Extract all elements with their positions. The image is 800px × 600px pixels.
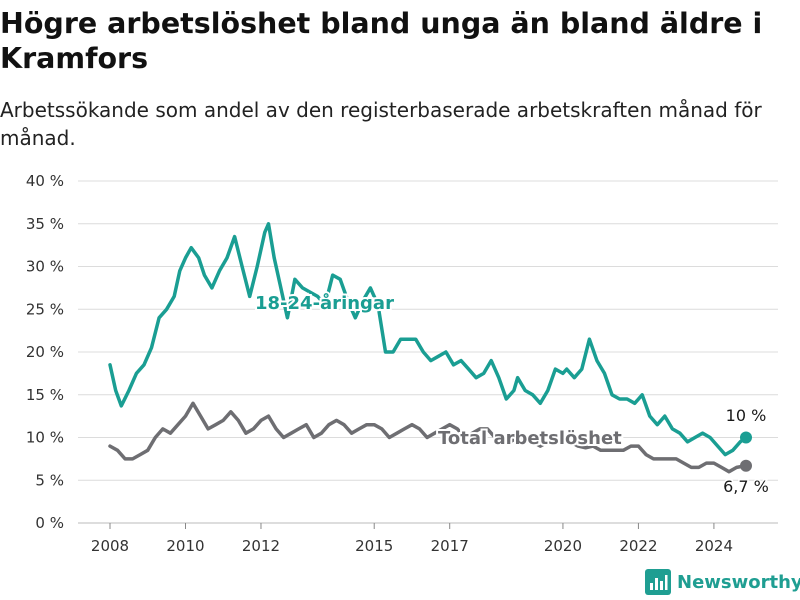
endpoint-youth <box>740 431 752 444</box>
y-tick-label: 5 % <box>35 471 64 489</box>
endpoint-total <box>740 459 752 472</box>
x-tick-label: 2022 <box>619 537 657 555</box>
x-tick-label: 2020 <box>544 537 582 555</box>
brand-name: Newsworthy <box>677 571 800 593</box>
newsworthy-icon <box>645 569 671 595</box>
series-line-total <box>108 401 748 474</box>
grid-lines <box>78 180 778 524</box>
end-value-total: 6,7 % <box>723 477 769 496</box>
x-tick-label: 2024 <box>695 537 733 555</box>
y-axis: 0 % 5 % 10 % 15 % 20 % 25 % 30 % 35 % 40 % <box>26 172 64 532</box>
y-tick-label: 15 % <box>26 386 64 404</box>
y-tick-label: 35 % <box>26 215 64 233</box>
x-tick-label: 2017 <box>431 537 469 555</box>
y-tick-label: 40 % <box>26 172 64 190</box>
x-tick-label: 2012 <box>242 537 280 555</box>
x-axis: 2008 2010 2012 2015 2017 2020 2022 2024 <box>91 523 733 555</box>
series-lines <box>108 222 752 474</box>
series-label-total: Total arbetslöshet <box>438 428 622 449</box>
x-tick-label: 2008 <box>91 537 129 555</box>
x-tick-label: 2015 <box>355 537 393 555</box>
series-line-youth <box>108 222 748 457</box>
y-tick-label: 30 % <box>26 258 64 276</box>
y-tick-label: 10 % <box>26 429 64 447</box>
series-labels: 18-24-åringar Total arbetslöshet 10 % 6,7 % <box>253 290 770 498</box>
chart-subtitle: Arbetssökande som andel av den registerb… <box>0 98 762 150</box>
x-tick-label: 2010 <box>166 537 204 555</box>
series-label-youth: 18-24-åringar <box>255 292 394 314</box>
end-value-youth: 10 % <box>726 406 767 425</box>
y-tick-label: 20 % <box>26 343 64 361</box>
y-tick-label: 25 % <box>26 300 64 318</box>
brand-logo: Newsworthy <box>645 568 800 596</box>
line-chart: 0 %5 %10 %15 %20 %25 %30 %35 %40 % 2008 2… <box>26 172 778 555</box>
chart-title: Högre arbetslöshet bland unga än bland ä… <box>0 7 763 75</box>
y-tick-label: 0 % <box>35 514 64 532</box>
